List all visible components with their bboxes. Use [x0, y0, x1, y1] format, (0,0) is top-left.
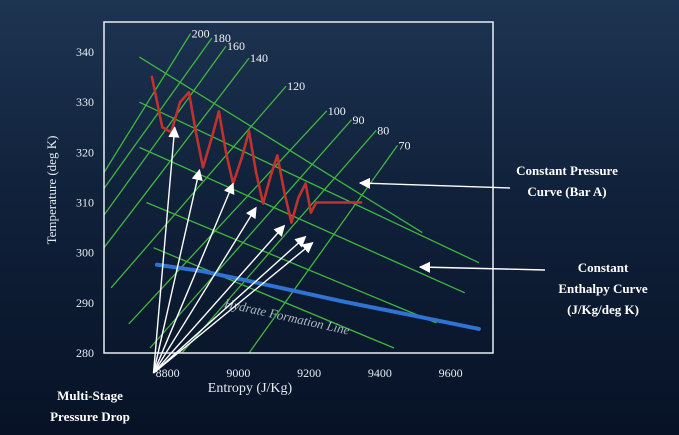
y-axis-label: Temperature (deg K)	[44, 136, 59, 245]
y-tick-label: 310	[76, 196, 94, 210]
enthalpy-line	[139, 101, 480, 264]
enthalpy-curve-annotation: Enthalpy Curve	[558, 281, 647, 296]
enthalpy-line	[153, 247, 395, 349]
pressure-line	[103, 57, 250, 249]
pressure-line-label: 80	[377, 123, 389, 137]
pressure-line	[248, 145, 399, 354]
pressure-line	[103, 37, 213, 189]
x-tick-label: 9600	[439, 366, 463, 380]
enthalpy-curve-annotation: Constant	[578, 260, 629, 275]
x-tick-label: 9200	[297, 366, 321, 380]
pressure-curve-annotation: Curve (Bar A)	[527, 184, 606, 199]
x-axis-label: Entropy (J/Kg)	[208, 381, 293, 396]
pressure-line	[103, 33, 192, 173]
pressure-drop-arrow	[152, 126, 180, 374]
pressure-line-label: 100	[328, 104, 346, 118]
x-tick-label: 9400	[368, 366, 392, 380]
pressure-drop-curve	[150, 75, 363, 224]
y-tick-label: 330	[76, 95, 94, 109]
y-tick-label: 290	[76, 296, 94, 310]
pressure-line-label: 200	[192, 27, 210, 41]
x-tick-label: 8800	[156, 366, 180, 380]
pressure-drop-arrow	[152, 206, 257, 374]
pressure-line-label: 140	[250, 51, 268, 65]
y-tick-label: 320	[76, 145, 94, 159]
pressure-line-label: 180	[213, 31, 231, 45]
enthalpy-line	[139, 56, 423, 234]
pressure-line-label: 70	[399, 138, 411, 152]
pressure-drop-arrow	[152, 182, 235, 374]
y-tick-label: 280	[76, 346, 94, 360]
pressure-drop-arrow	[152, 168, 203, 374]
axis-ticks: 8800 9000 9200 9400 9600 280 290 300 310 320 330 34…	[76, 45, 463, 380]
pressure-drop-arrow	[152, 224, 286, 374]
pressure-line	[103, 45, 227, 216]
hydrate-formation-line	[155, 262, 481, 331]
enthalpy-label-arrow	[418, 261, 546, 273]
enthalpy-curve-annotation: (J/Kg/deg K)	[567, 302, 639, 317]
pressure-curve-annotation: Constant Pressure	[516, 163, 618, 178]
pressure-line	[149, 119, 352, 349]
pressure-line-label: 90	[353, 113, 365, 127]
pressure-drop-annotation: Multi-Stage	[57, 388, 123, 403]
pressure-line	[110, 85, 287, 289]
x-tick-label: 9000	[226, 366, 250, 380]
pressure-line-label: 160	[227, 39, 245, 53]
pressure-drop-arrow	[153, 235, 307, 374]
enthalpy-line	[146, 201, 437, 324]
pressure-line-label: 120	[287, 79, 305, 93]
pressure-drop-annotation: Pressure Drop	[50, 409, 130, 424]
pressure-line	[128, 110, 328, 325]
pressure-label-arrow	[358, 177, 511, 189]
pressure-drop-arrow	[153, 241, 314, 374]
y-tick-label: 300	[76, 246, 94, 260]
pressure-line	[181, 129, 377, 354]
y-tick-label: 340	[76, 45, 94, 59]
